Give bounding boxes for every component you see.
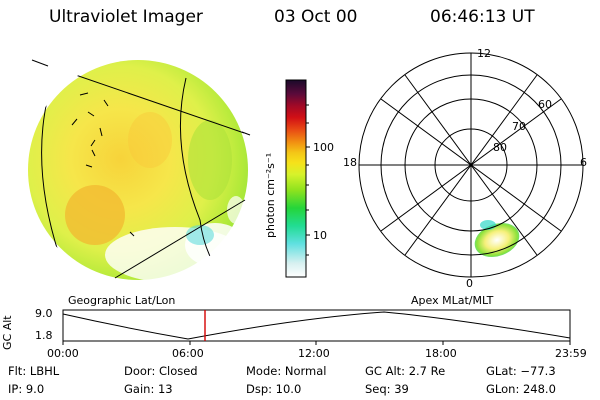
colorbar-unit-label: photon cm⁻²s⁻¹ xyxy=(264,152,277,238)
colorbar-scale xyxy=(285,79,307,278)
time-tick-1200: 12:00 xyxy=(298,347,330,360)
gc-alt-axis-label: GC Alt xyxy=(1,315,14,350)
gc-alt-curve xyxy=(62,311,571,340)
time-tick-2359: 23:59 xyxy=(555,347,587,360)
apex-panel-label: Apex MLat/MLT xyxy=(411,294,494,307)
mlt-label-18: 18 xyxy=(343,156,357,169)
geographic-panel-label: Geographic Lat/Lon xyxy=(68,294,176,307)
door-info: Door: Closed xyxy=(124,364,198,378)
seq-info: Seq: 39 xyxy=(365,382,409,396)
gain-info: Gain: 13 xyxy=(124,382,173,396)
time-tick-1800: 18:00 xyxy=(425,347,457,360)
lat-label-70: 70 xyxy=(512,120,526,133)
mode-info: Mode: Normal xyxy=(246,364,327,378)
colorbar-tick-10: 10 xyxy=(313,229,327,242)
date-label: 03 Oct 00 xyxy=(274,7,358,27)
mlt-label-12: 12 xyxy=(477,47,491,60)
gc-alt-tick-9: 9.0 xyxy=(35,307,53,320)
geographic-disk-image xyxy=(28,59,251,282)
filter-info: Flt: LBHL xyxy=(8,364,60,378)
timeline-frame xyxy=(62,309,571,342)
gc-alt-timeline xyxy=(62,309,571,345)
gc-alt-info: GC Alt: 2.7 Re xyxy=(365,364,446,378)
time-tick-0600: 06:00 xyxy=(172,347,204,360)
colorbar-tick-100: 100 xyxy=(313,141,334,154)
dsp-info: Dsp: 10.0 xyxy=(246,382,302,396)
time-tick-0000: 00:00 xyxy=(47,347,79,360)
instrument-title: Ultraviolet Imager xyxy=(49,7,203,27)
mlt-label-0: 0 xyxy=(466,277,473,290)
mlt-label-6: 6 xyxy=(580,156,587,169)
lat-label-60: 60 xyxy=(538,98,552,111)
glon-info: GLon: 248.0 xyxy=(486,382,556,396)
lat-label-80: 80 xyxy=(493,141,507,154)
colorbar xyxy=(285,79,310,278)
glat-info: GLat: −77.3 xyxy=(486,364,556,378)
ip-info: IP: 9.0 xyxy=(8,382,45,396)
polar-plot xyxy=(358,52,584,278)
time-label: 06:46:13 UT xyxy=(430,7,535,27)
auroral-oval xyxy=(474,223,520,257)
gc-alt-tick-1-8: 1.8 xyxy=(35,329,53,342)
